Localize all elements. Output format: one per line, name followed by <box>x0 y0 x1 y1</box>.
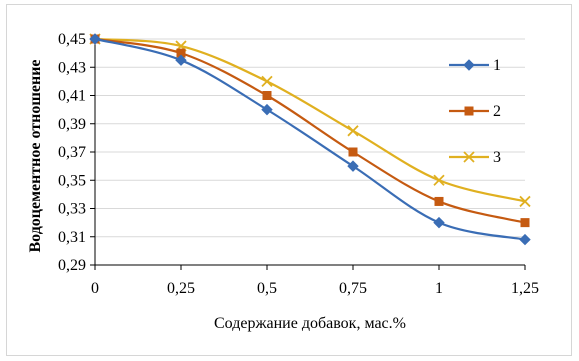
series-2-point <box>348 147 358 157</box>
series-1-point <box>347 160 359 172</box>
legend-1-label: 1 <box>493 57 501 74</box>
legend-2-label: 2 <box>493 103 501 120</box>
y-axis-title: Водоцементное отношение <box>27 59 44 252</box>
series-3-point <box>519 195 531 208</box>
x-marker-stroke <box>347 125 359 137</box>
axis-layer <box>90 38 526 270</box>
x-tick-label: 0,75 <box>339 280 367 297</box>
series-1-point <box>175 54 187 66</box>
series-1-point <box>519 233 531 246</box>
x-tick-label: 0,25 <box>167 280 195 297</box>
x-marker-stroke <box>261 75 273 88</box>
x-tick-label: 0,5 <box>257 280 277 297</box>
series-2-point <box>434 196 444 206</box>
series-2-point <box>262 91 272 100</box>
legend-2-marker <box>464 106 474 116</box>
y-tick-label: 0,43 <box>58 59 86 76</box>
series-1-line <box>94 37 526 241</box>
legend-3-label: 3 <box>493 149 501 166</box>
legend-3-marker <box>463 151 475 163</box>
x-marker-stroke <box>463 151 475 163</box>
series-1-point <box>261 103 273 116</box>
series-1-point <box>433 216 445 229</box>
x-tick-label: 1,25 <box>511 280 539 297</box>
x-axis-title: Содержание добавок, мас.% <box>214 315 406 332</box>
series-layer <box>89 33 531 246</box>
x-marker-stroke <box>433 174 445 186</box>
y-tick-label: 0,29 <box>58 257 86 274</box>
x-tick-label: 0 <box>91 280 99 297</box>
y-tick-label: 0,41 <box>58 88 86 105</box>
legend: 1 2 3 <box>449 57 501 166</box>
x-marker-stroke <box>519 195 531 208</box>
chart-area: 0,29 0,31 0,33 0,35 0,37 0,39 0,41 0,43 0,45 0 0,2… <box>6 4 572 356</box>
series-1-point <box>89 33 101 45</box>
x-tick-label: 1 <box>435 280 443 297</box>
grid-layer <box>95 38 525 266</box>
series-2-line <box>94 37 526 224</box>
line-chart: 0,29 0,31 0,33 0,35 0,37 0,39 0,41 0,43 0,45 0 0,2… <box>27 31 539 332</box>
series-3-line <box>94 37 526 203</box>
tick-labels: 0,29 0,31 0,33 0,35 0,37 0,39 0,41 0,43 0,45 0 0,2… <box>58 31 539 297</box>
y-tick-label: 0,31 <box>58 229 86 246</box>
series-3-point <box>261 75 273 88</box>
y-tick-label: 0,35 <box>58 172 86 189</box>
y-tick-label: 0,33 <box>58 201 86 218</box>
series-3-point <box>433 174 445 186</box>
y-tick-label: 0,45 <box>58 31 86 48</box>
series-2-point <box>520 218 530 228</box>
y-tick-label: 0,39 <box>58 116 86 133</box>
legend-1-marker <box>463 59 475 71</box>
series-3-point <box>347 125 359 137</box>
y-tick-label: 0,37 <box>58 144 86 161</box>
